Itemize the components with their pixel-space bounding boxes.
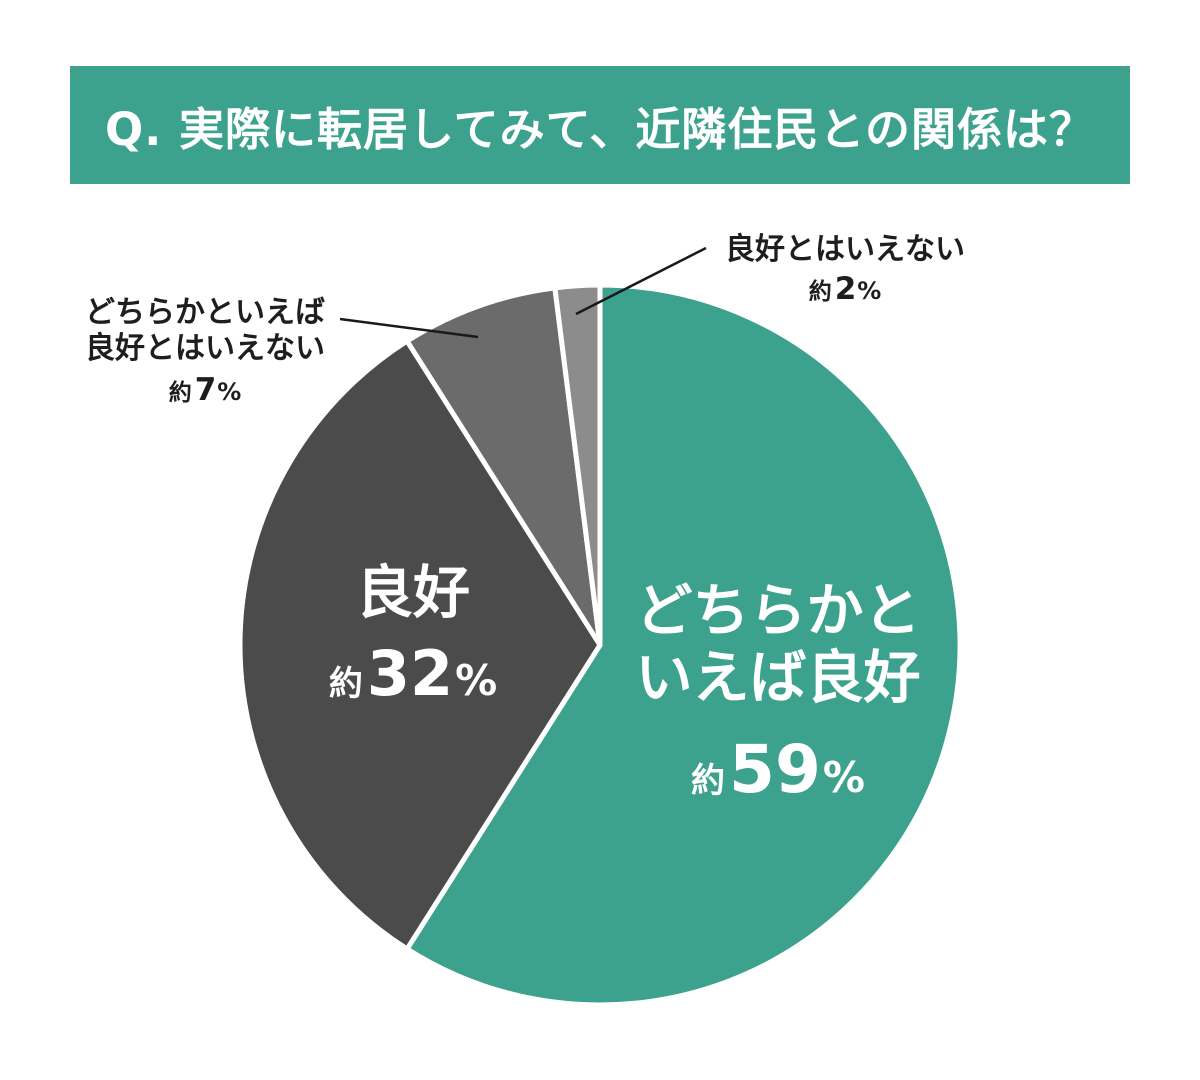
slice-label-59-line2: いえば良好 bbox=[635, 645, 921, 712]
slice-label-32: 良好 約 32 % bbox=[263, 560, 563, 705]
slice-value-32-number: 32 bbox=[366, 637, 454, 711]
pie-slice-3-7pct bbox=[404, 285, 603, 648]
slice-label-2: 良好とはいえない 約 2 % bbox=[715, 232, 975, 306]
slice-label-59-line1: どちらかと bbox=[635, 578, 921, 644]
slice-label-32-line1: 良好 bbox=[356, 560, 470, 626]
slice-value-2-number: 2 bbox=[834, 271, 857, 307]
slice-label-7-line2: 良好とはいえない bbox=[85, 331, 325, 366]
slice-value-7-prefix: 約 bbox=[168, 380, 192, 406]
slice-label-59: どちらかと いえば良好 約 59 % bbox=[588, 578, 968, 803]
pie-slice-1-59pct bbox=[404, 282, 963, 1008]
pie-slice-4-2pct bbox=[552, 282, 603, 648]
slice-value-59-prefix: 約 bbox=[691, 760, 726, 801]
slice-value-32: 約 32 % bbox=[263, 637, 563, 711]
pie-slices-group bbox=[237, 282, 963, 1008]
slice-value-7-number: 7 bbox=[194, 372, 217, 408]
slice-value-7: 約 7 % bbox=[75, 373, 335, 407]
slice-value-59-number: 59 bbox=[729, 730, 821, 808]
title-banner: Q. 実際に転居してみて、近隣住民との関係は？ bbox=[70, 66, 1130, 184]
slice-value-2-prefix: 約 bbox=[808, 279, 832, 305]
slice-label-7-line1: どちらかといえば bbox=[85, 295, 325, 330]
slice-label-7: どちらかといえば 良好とはいえない 約 7 % bbox=[75, 295, 335, 407]
slice-value-59: 約 59 % bbox=[588, 730, 968, 808]
slice-value-59-unit: % bbox=[822, 752, 865, 802]
slice-value-7-unit: % bbox=[217, 378, 242, 406]
slice-value-2: 約 2 % bbox=[715, 272, 975, 306]
pie-slice-2-32pct bbox=[237, 338, 603, 952]
slice-value-2-unit: % bbox=[857, 277, 882, 305]
slice-value-32-prefix: 約 bbox=[328, 664, 363, 705]
slice-value-32-unit: % bbox=[455, 656, 498, 706]
page-title: Q. 実際に転居してみて、近隣住民との関係は？ bbox=[105, 102, 1095, 156]
leader-line-7pct bbox=[339, 317, 479, 339]
slice-label-2-line1: 良好とはいえない bbox=[725, 232, 965, 267]
leader-line-2pct bbox=[575, 246, 707, 316]
